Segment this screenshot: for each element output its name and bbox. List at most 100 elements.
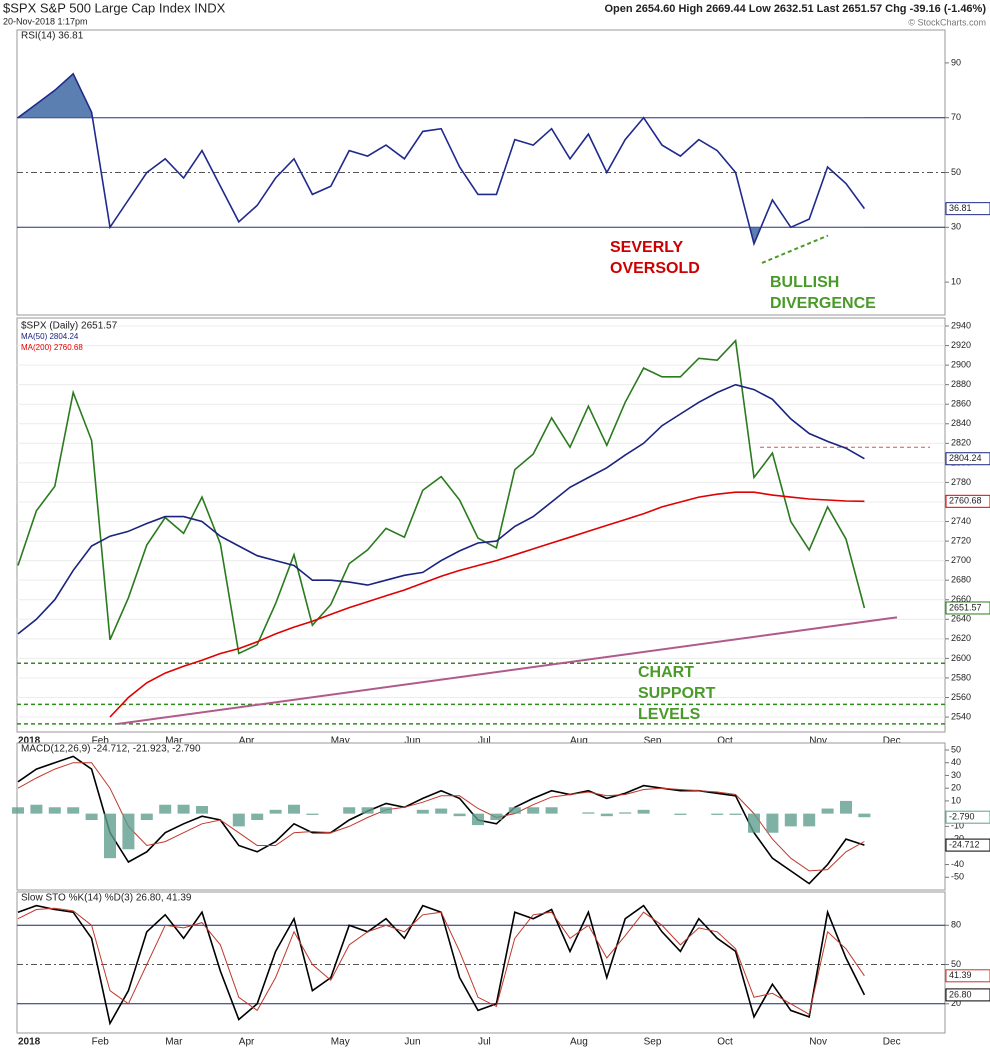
x-tick-label: Dec <box>883 1037 901 1048</box>
histogram-bar <box>840 800 852 814</box>
y-tick-label: 2840 <box>951 418 971 428</box>
y-tick-label: 2680 <box>951 575 971 585</box>
y-tick-label: 2600 <box>951 653 971 663</box>
last-value-label: -24.712 <box>949 839 980 849</box>
histogram-bar <box>85 813 98 820</box>
histogram-bar <box>527 807 540 814</box>
y-tick-label: 20 <box>951 783 961 793</box>
series-line <box>17 755 865 885</box>
y-tick-label: 10 <box>951 795 961 805</box>
legend-entry: MA(50) 2804.24 <box>21 332 79 341</box>
panel-title: RSI(14) 36.81 <box>21 31 84 42</box>
y-tick-label: 50 <box>951 959 961 969</box>
histogram-bar <box>766 813 779 833</box>
x-tick-label: 2018 <box>18 736 41 747</box>
y-tick-label: 2720 <box>951 535 971 545</box>
panel-frame <box>16 317 946 733</box>
histogram-bar <box>748 813 760 833</box>
y-tick-label: 2920 <box>951 340 971 350</box>
y-tick-label: 30 <box>951 222 961 232</box>
x-tick-label: May <box>331 1037 350 1048</box>
divergence-line <box>761 234 829 264</box>
y-tick-label: 2660 <box>951 594 971 604</box>
histogram-bar <box>361 807 374 814</box>
x-tick-label: 2018 <box>18 1037 41 1048</box>
histogram-bar <box>232 813 245 827</box>
legend-entry: $SPX (Daily) 2651.57 <box>21 321 118 332</box>
y-tick-label: 2640 <box>951 614 971 624</box>
y-tick-label: 10 <box>951 276 961 286</box>
x-tick-label: Apr <box>239 736 255 747</box>
y-tick-label: 2540 <box>951 711 971 721</box>
histogram-bar <box>600 813 613 817</box>
histogram-bar <box>12 807 24 814</box>
x-tick-label: Mar <box>165 736 183 747</box>
x-tick-label: Mar <box>165 1037 183 1048</box>
x-tick-label: May <box>331 736 350 747</box>
histogram-bar <box>306 813 319 815</box>
x-tick-label: Jul <box>478 736 491 747</box>
y-tick-label: 2880 <box>951 379 971 389</box>
series-line <box>17 762 865 872</box>
histogram-bar <box>729 813 742 815</box>
x-tick-label: Sep <box>644 736 662 747</box>
annotation: BULLISH DIVERGENCE <box>770 274 876 312</box>
histogram-bar <box>104 813 116 859</box>
histogram-bar <box>619 812 632 814</box>
last-value-label: 2804.24 <box>949 453 982 463</box>
histogram-bar <box>251 813 264 820</box>
histogram-bar <box>545 807 558 814</box>
last-value-label: 36.81 <box>949 203 972 213</box>
histogram-bar <box>30 804 43 814</box>
series-line <box>17 72 866 247</box>
last-value-tag <box>945 601 990 615</box>
histogram-bar <box>343 807 356 814</box>
y-tick-label: 2780 <box>951 477 971 487</box>
y-tick-label: 90 <box>951 57 961 67</box>
last-value-label: 26.80 <box>949 989 972 999</box>
series-line <box>109 491 865 718</box>
x-tick-label: Jul <box>478 1037 491 1048</box>
y-tick-label: 2740 <box>951 516 971 526</box>
histogram-bar <box>196 806 208 814</box>
y-tick-label: 2560 <box>951 692 971 702</box>
x-tick-label: Jun <box>404 736 420 747</box>
x-tick-label: Nov <box>809 736 827 747</box>
y-tick-label: 50 <box>951 167 961 177</box>
x-tick-label: Sep <box>644 1037 662 1048</box>
last-value-label: -2.790 <box>949 812 975 822</box>
last-value-tag <box>945 452 990 466</box>
panel-title: Slow STO %K(14) %D(3) 26.80, 41.39 <box>21 893 192 904</box>
y-tick-label: 2860 <box>951 399 971 409</box>
annotation: SEVERLY OVERSOLD <box>610 239 700 277</box>
histogram-bar <box>784 813 797 827</box>
x-tick-label: Dec <box>883 736 901 747</box>
y-tick-label: 50 <box>951 744 961 754</box>
annotation: CHART SUPPORT LEVELS <box>638 664 720 723</box>
histogram-bar <box>435 808 448 814</box>
last-value-label: 2651.57 <box>949 602 982 612</box>
x-tick-label: Apr <box>239 1037 255 1048</box>
histogram-bar <box>159 804 172 814</box>
histogram-bar <box>269 809 282 814</box>
x-tick-label: Oct <box>717 736 733 747</box>
y-tick-label: -10 <box>951 821 964 831</box>
histogram-bar <box>48 807 61 814</box>
histogram-bar <box>803 813 816 827</box>
last-value-tag <box>945 969 990 983</box>
histogram-bar <box>637 809 650 814</box>
histogram-bar <box>674 813 687 815</box>
series-line <box>17 907 865 1016</box>
x-tick-label: Nov <box>809 1037 827 1048</box>
y-tick-label: -20 <box>951 833 964 843</box>
histogram-bar <box>821 808 834 814</box>
y-tick-label: 30 <box>951 770 961 780</box>
histogram-bar <box>67 807 80 814</box>
histogram-bar <box>140 813 153 820</box>
last-value-tag <box>945 988 990 1002</box>
y-tick-label: 20 <box>951 998 961 1008</box>
last-value-tag <box>945 838 990 852</box>
last-value-tag <box>945 810 990 824</box>
histogram-bar <box>858 813 871 818</box>
